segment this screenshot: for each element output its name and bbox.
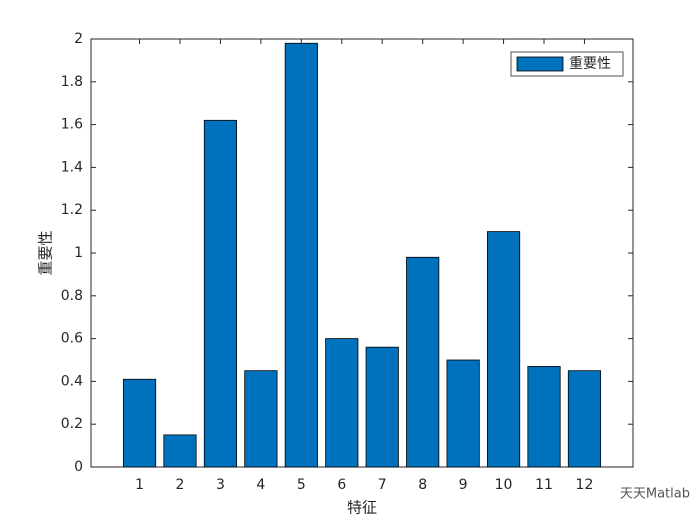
x-tick-label: 7 (378, 477, 387, 493)
x-tick-label: 8 (418, 477, 427, 493)
x-tick-label: 12 (576, 477, 594, 493)
bar (486, 231, 521, 468)
x-tick-label: 2 (176, 477, 185, 493)
bar (365, 346, 399, 468)
y-tick-label: 0.2 (61, 416, 83, 432)
bar (406, 256, 440, 468)
y-tick-label: 1 (74, 245, 83, 261)
y-tick-label: 1.8 (61, 74, 83, 90)
y-axis-label: 重要性 (37, 230, 55, 275)
y-tick-label: 0.8 (61, 288, 83, 304)
watermark: 天天Matlab (620, 487, 690, 502)
bar (122, 378, 157, 468)
y-tick-label: 0.4 (61, 373, 83, 389)
bar (527, 366, 561, 468)
bar (163, 434, 197, 468)
y-tick-label: 0 (74, 459, 83, 475)
x-tick-label: 6 (337, 477, 346, 493)
bar (567, 370, 602, 468)
x-tick-label: 4 (256, 477, 265, 493)
y-tick-label: 2 (74, 31, 83, 47)
x-tick-label: 3 (216, 477, 225, 493)
legend-label: 重要性 (569, 56, 611, 72)
y-tick-label: 1.6 (61, 117, 83, 133)
x-tick-label: 9 (459, 477, 468, 493)
x-axis-label: 特征 (347, 499, 377, 517)
y-tick-label: 0.6 (61, 331, 83, 347)
y-tick-label: 1.2 (61, 202, 83, 218)
bar (203, 119, 238, 468)
bar (325, 338, 359, 468)
bar (284, 42, 318, 468)
x-tick-label: 5 (297, 477, 306, 493)
legend-swatch (516, 56, 564, 72)
x-tick-label: 1 (135, 477, 144, 493)
bar (244, 370, 278, 468)
bar (446, 359, 480, 468)
y-tick-label: 1.4 (61, 159, 83, 175)
x-tick-label: 10 (495, 477, 513, 493)
x-tick-label: 11 (535, 477, 553, 493)
